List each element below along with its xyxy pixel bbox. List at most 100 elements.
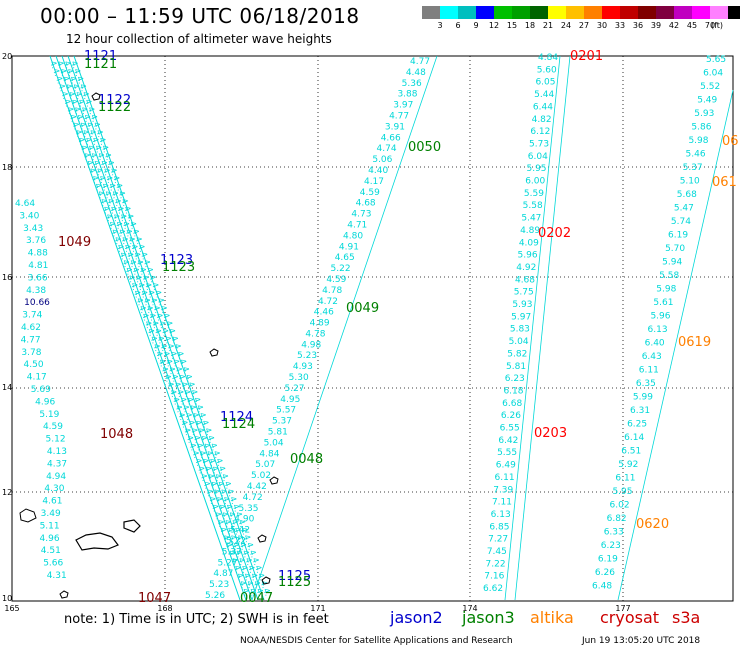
colorbar-label: 6 <box>455 21 461 30</box>
track-value: 5.82 <box>507 349 527 359</box>
track-value: 4. <box>72 105 83 115</box>
track-value: 5.42 <box>230 526 250 536</box>
track-value: 4. <box>261 587 272 597</box>
track-line <box>251 55 438 601</box>
track-value: 5.70 <box>665 244 685 254</box>
track-value: 4. <box>144 304 155 314</box>
track-value: 4. <box>148 335 159 345</box>
legend-cryosat: cryosat <box>600 608 660 627</box>
track-value: 4. <box>215 518 226 528</box>
track-value: 5.37 <box>683 163 703 173</box>
track-value: 5.96 <box>518 251 538 261</box>
track-value: 4. <box>211 449 222 459</box>
track-value: 4. <box>240 549 251 559</box>
track-value: 4.93 <box>293 362 313 372</box>
track-value: 5.37 <box>272 417 292 427</box>
track-value: 4. <box>112 235 123 245</box>
colorbar-label: 27 <box>578 21 590 30</box>
track-value: 4. <box>132 251 143 261</box>
track-value: 4. <box>164 319 175 329</box>
track-value: 4. <box>68 75 79 85</box>
track-value: 6.11 <box>615 474 635 484</box>
track-value: 4. <box>76 98 87 108</box>
track-value: 4. <box>111 212 122 222</box>
track-value: 4. <box>77 83 88 93</box>
track-value: 4.09 <box>519 238 539 248</box>
track-value: 4.77 <box>21 335 41 345</box>
colorbar-swatch <box>620 6 638 19</box>
track-value: 6.14 <box>624 433 644 443</box>
pass-label: 1123 <box>162 260 195 275</box>
track-value: 7.39 <box>493 485 513 495</box>
pass-label: 1049 <box>58 235 91 250</box>
track-value: 4. <box>240 587 251 597</box>
island-outline <box>261 576 271 585</box>
credit-text: NOAA/NESDIS Center for Satellite Applica… <box>240 636 513 646</box>
colorbar-swatch <box>548 6 566 19</box>
track-value: 5.04 <box>264 438 284 448</box>
track-value: 4. <box>129 281 140 291</box>
track-value: 4. <box>161 312 172 322</box>
track-line <box>73 55 265 601</box>
track-value: 4. <box>79 105 90 115</box>
track-value: 6.11 <box>495 473 515 483</box>
track-value: 4. <box>222 480 233 490</box>
track-value: 4. <box>239 564 250 574</box>
track-value: 6.85 <box>489 522 509 532</box>
track-value: 4. <box>242 533 253 543</box>
track-value: 4. <box>63 83 74 93</box>
track-value: 4. <box>108 167 119 177</box>
track-value: 5.36 <box>402 79 422 89</box>
track-value: 4.65 <box>335 253 355 263</box>
track-value: 4. <box>101 167 112 177</box>
track-value: 4.74 <box>377 144 397 154</box>
track-value: 5.66 <box>43 559 63 569</box>
track-value: 4. <box>126 274 137 284</box>
colorbar-swatch <box>602 6 620 19</box>
track-value: 4. <box>169 335 180 345</box>
track-value: 6.31 <box>630 406 650 416</box>
track-value: 10.66 <box>24 298 50 308</box>
track-value: 5.49 <box>697 96 717 106</box>
track-value: 4. <box>73 90 84 100</box>
track-value: 7.45 <box>487 547 507 557</box>
track-value: 4. <box>243 556 254 566</box>
track-value: 4. <box>140 312 151 322</box>
track-value: 4. <box>143 319 154 329</box>
colorbar-label: 15 <box>506 21 518 30</box>
colorbar-label: 33 <box>614 21 626 30</box>
colorbar-swatch <box>512 6 530 19</box>
track-value: 4. <box>121 258 132 268</box>
colorbar-swatch <box>476 6 494 19</box>
track-value: 4. <box>233 511 244 521</box>
track-value: 4. <box>142 258 153 268</box>
track-value: 4. <box>79 144 90 154</box>
track-value: 4. <box>167 365 178 375</box>
track-value: 5.12 <box>46 435 66 445</box>
track-value: 4. <box>150 319 161 329</box>
island-outline <box>209 348 219 357</box>
track-value: 4. <box>55 60 66 70</box>
track-value: 4. <box>94 128 105 138</box>
track-value: 4. <box>54 75 65 85</box>
track-value: 4. <box>86 105 97 115</box>
track-value: 4. <box>192 396 203 406</box>
track-value: 6.00 <box>525 177 545 187</box>
y-tick-label: 18 <box>2 163 12 172</box>
track-line <box>514 55 571 601</box>
track-value: 4.91 <box>339 242 359 252</box>
map-title: 00:00 – 11:59 UTC 06/18/2018 <box>40 4 360 28</box>
track-value: 5.95 <box>526 164 546 174</box>
track-value: 4. <box>254 587 265 597</box>
track-value: 7.16 <box>484 572 504 582</box>
track-value: 4.98 <box>301 340 321 350</box>
track-value: 6.42 <box>498 436 518 446</box>
track-value: 4. <box>104 174 115 184</box>
track-value: 4. <box>245 579 256 589</box>
track-value: 4. <box>157 319 168 329</box>
map-subtitle: 12 hour collection of altimeter wave hei… <box>66 32 332 46</box>
track-value: 5.94 <box>662 258 682 268</box>
track-value: 6.19 <box>598 555 618 565</box>
track-value: 4. <box>239 526 250 536</box>
map-frame <box>11 55 734 602</box>
